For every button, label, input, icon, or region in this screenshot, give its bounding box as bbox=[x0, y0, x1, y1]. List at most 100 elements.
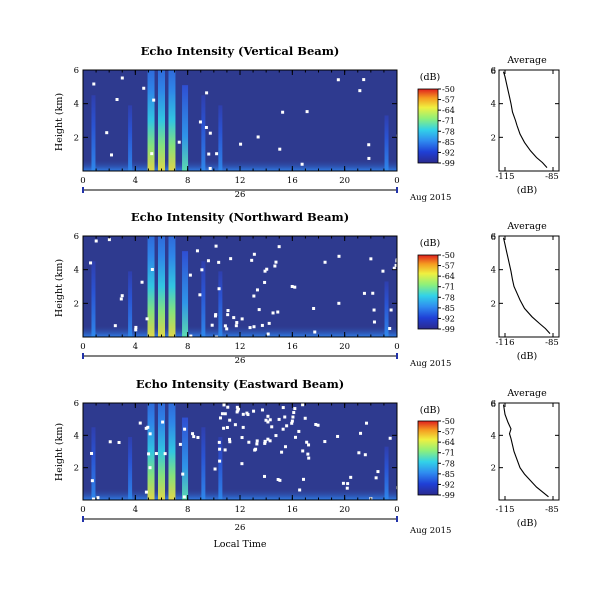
missing-data-cell bbox=[263, 439, 267, 443]
missing-data-cell bbox=[150, 267, 154, 271]
y-tick-label: 2 bbox=[74, 299, 79, 309]
colorbar-tick-label: -85 bbox=[442, 470, 455, 479]
missing-data-cell bbox=[268, 418, 272, 422]
profile-frame bbox=[498, 235, 560, 338]
y-tick-label: 2 bbox=[74, 464, 79, 474]
colorbar-tick-label: -71 bbox=[442, 283, 455, 292]
colorbar-tick-label: -99 bbox=[442, 159, 455, 168]
colorbar-gradient bbox=[417, 254, 439, 330]
missing-data-cell bbox=[223, 324, 227, 328]
echo-band-9 bbox=[384, 115, 389, 171]
colorbar-tick-label: -78 bbox=[442, 459, 455, 468]
missing-data-cell bbox=[225, 327, 229, 331]
missing-data-cell bbox=[115, 97, 119, 101]
panel-3-day-label: 26 bbox=[235, 523, 246, 533]
missing-data-cell bbox=[362, 291, 366, 295]
missing-data-cell bbox=[290, 419, 294, 423]
missing-data-cell bbox=[113, 324, 117, 328]
colorbar-2: -50 -57-64 -71-78 -85-92 -99 bbox=[417, 251, 455, 334]
missing-data-cell bbox=[389, 308, 393, 312]
missing-data-cell bbox=[107, 238, 111, 242]
profile-3-xtick-left: -115 bbox=[495, 505, 514, 515]
y-tick-label: 6 bbox=[74, 232, 79, 242]
missing-data-cell bbox=[232, 316, 236, 320]
missing-data-cell bbox=[189, 334, 193, 338]
missing-data-cell bbox=[362, 78, 366, 82]
panel-3-date-label: Aug 2015 bbox=[409, 526, 451, 536]
x-tick-label: 8 bbox=[185, 505, 190, 515]
echo-band-7 bbox=[201, 427, 206, 500]
missing-data-cell bbox=[276, 478, 280, 482]
colorbar-tick-label: -71 bbox=[442, 117, 455, 126]
echo-band-1 bbox=[91, 261, 96, 337]
colorbar-tick-label: -57 bbox=[442, 96, 455, 105]
missing-data-cell bbox=[277, 245, 281, 249]
echo-band-9 bbox=[384, 446, 389, 500]
missing-data-cell bbox=[218, 459, 222, 463]
missing-data-cell bbox=[359, 431, 363, 435]
missing-data-cell bbox=[213, 467, 217, 471]
missing-data-cell bbox=[223, 412, 227, 416]
panel-3-ylabel: Height (km) bbox=[54, 423, 65, 481]
y-tick-label: 6 bbox=[74, 66, 79, 76]
panel-1-title: Echo Intensity (Vertical Beam) bbox=[141, 44, 340, 58]
echo-band-5 bbox=[168, 70, 176, 171]
missing-data-cell bbox=[314, 422, 318, 426]
echo-band-6 bbox=[182, 85, 189, 171]
missing-data-cell bbox=[236, 407, 240, 411]
echo-band-1 bbox=[91, 95, 96, 171]
colorbar-1: -50 -57-64 -71-78 -85-92 -99 bbox=[417, 85, 455, 168]
x-tick-label: 0 bbox=[394, 176, 399, 186]
missing-data-cell bbox=[183, 427, 187, 431]
heatmap-background bbox=[83, 70, 397, 171]
y-tick-label: 4 bbox=[74, 431, 79, 441]
x-tick-label: 0 bbox=[80, 176, 85, 186]
echo-band-4 bbox=[158, 403, 165, 500]
panel-3-title: Echo Intensity (Eastward Beam) bbox=[136, 377, 344, 391]
missing-data-cell bbox=[312, 306, 316, 310]
missing-data-cell bbox=[260, 323, 264, 327]
missing-data-cell bbox=[365, 421, 369, 425]
missing-data-cell bbox=[150, 152, 154, 156]
colorbar-tick-label: -85 bbox=[442, 304, 455, 313]
missing-data-cell bbox=[182, 495, 186, 499]
profile-3-xtick-right: -85 bbox=[545, 505, 559, 515]
missing-data-cell bbox=[163, 452, 167, 456]
missing-data-cell bbox=[217, 440, 221, 444]
missing-data-cell bbox=[302, 477, 306, 481]
colorbar-3-title: (dB) bbox=[420, 405, 440, 416]
missing-data-cell bbox=[148, 466, 152, 470]
missing-data-cell bbox=[290, 421, 294, 425]
echo-band-9 bbox=[384, 281, 389, 337]
heatmap-panel-2: 0 4 8 12 16 20 0 2 4 6 bbox=[74, 232, 400, 359]
profile-y-tick-label: 2 bbox=[491, 299, 496, 309]
panel-2-day-label: 26 bbox=[235, 356, 246, 366]
missing-data-cell bbox=[146, 425, 150, 429]
profile-1-xtick-left: -115 bbox=[495, 172, 514, 182]
missing-data-cell bbox=[240, 317, 244, 321]
x-tick-label: 16 bbox=[287, 176, 298, 186]
echo-band-8 bbox=[218, 105, 223, 171]
missing-data-cell bbox=[264, 418, 268, 422]
panel-2-ylabel: Height (km) bbox=[54, 259, 65, 317]
missing-data-cell bbox=[228, 437, 232, 441]
missing-data-cell bbox=[274, 434, 278, 438]
missing-data-cell bbox=[229, 257, 233, 261]
x-tick-label: 0 bbox=[80, 342, 85, 352]
x-tick-label: 4 bbox=[133, 342, 138, 352]
profile-2-xtick-right: -85 bbox=[545, 338, 559, 348]
profile-3-title: Average bbox=[506, 388, 547, 399]
missing-data-cell bbox=[196, 435, 200, 439]
missing-data-cell bbox=[376, 470, 380, 474]
missing-data-cell bbox=[228, 418, 232, 422]
missing-data-cell bbox=[208, 131, 212, 135]
x-tick-label: 4 bbox=[133, 176, 138, 186]
missing-data-cell bbox=[94, 239, 98, 243]
missing-data-cell bbox=[181, 472, 185, 476]
missing-data-cell bbox=[220, 412, 224, 416]
missing-data-cell bbox=[222, 426, 226, 430]
x-tick-label: 8 bbox=[185, 176, 190, 186]
y-tick-label: 4 bbox=[74, 100, 79, 110]
profile-y-tick-label-top: 6 bbox=[491, 67, 496, 77]
missing-data-cell bbox=[266, 414, 270, 418]
